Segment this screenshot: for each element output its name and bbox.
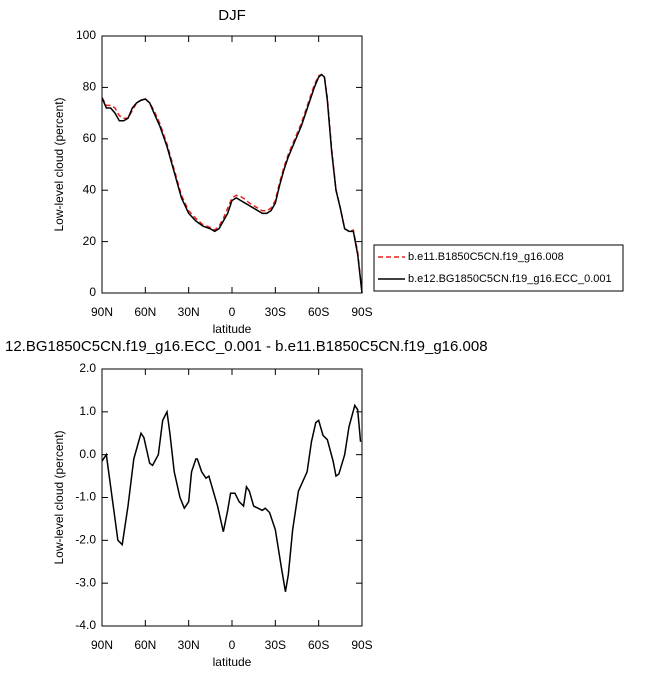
y-tick-label: 0 xyxy=(89,285,96,299)
y-tick-label: 20 xyxy=(83,234,97,248)
x-tick-label: 60S xyxy=(308,638,329,652)
y-tick-label: 60 xyxy=(83,131,97,145)
legend-box xyxy=(373,244,624,292)
x-tick-label: 30N xyxy=(178,638,200,652)
y-tick-label: 0.0 xyxy=(79,447,96,461)
chart-title: DJF xyxy=(218,7,246,24)
plot-frame xyxy=(101,368,363,627)
plot-frame xyxy=(101,35,363,294)
data-line xyxy=(101,73,363,294)
x-tick-label: 30S xyxy=(265,305,286,319)
x-tick-label: 0 xyxy=(229,305,236,319)
legend-label: b.e12.BG1850C5CN.f19_g16.ECC_0.001 xyxy=(408,273,612,285)
x-tick-label: 60N xyxy=(134,305,156,319)
y-tick-label: -1.0 xyxy=(75,490,96,504)
x-tick-label: 90S xyxy=(351,638,372,652)
x-tick-label: 0 xyxy=(229,638,236,652)
y-tick-label: 80 xyxy=(83,80,97,94)
x-tick-label: 90N xyxy=(91,305,113,319)
x-tick-label: 90N xyxy=(91,638,113,652)
x-tick-label: 60S xyxy=(308,305,329,319)
x-tick-label: 90S xyxy=(351,305,372,319)
x-axis-label: latitude xyxy=(213,655,252,669)
x-tick-label: 30N xyxy=(178,305,200,319)
y-tick-label: -4.0 xyxy=(75,618,96,632)
y-tick-label: 100 xyxy=(76,28,96,42)
y-tick-label: 1.0 xyxy=(79,404,96,418)
legend-label: b.e11.B1850C5CN.f19_g16.008 xyxy=(408,251,564,263)
x-tick-label: 30S xyxy=(265,638,286,652)
y-tick-label: -2.0 xyxy=(75,533,96,547)
data-line xyxy=(101,73,363,294)
y-tick-label: 40 xyxy=(83,182,97,196)
y-axis-label: Low-level cloud (percent) xyxy=(52,430,66,564)
x-tick-label: 60N xyxy=(134,638,156,652)
y-tick-label: 2.0 xyxy=(79,361,96,375)
x-axis-label: latitude xyxy=(213,322,252,336)
data-line xyxy=(101,403,362,592)
y-tick-label: -3.0 xyxy=(75,575,96,589)
chart-title: 12.BG1850C5CN.f19_g16.ECC_0.001 - b.e11.… xyxy=(5,338,488,355)
y-axis-label: Low-level cloud (percent) xyxy=(52,97,66,231)
